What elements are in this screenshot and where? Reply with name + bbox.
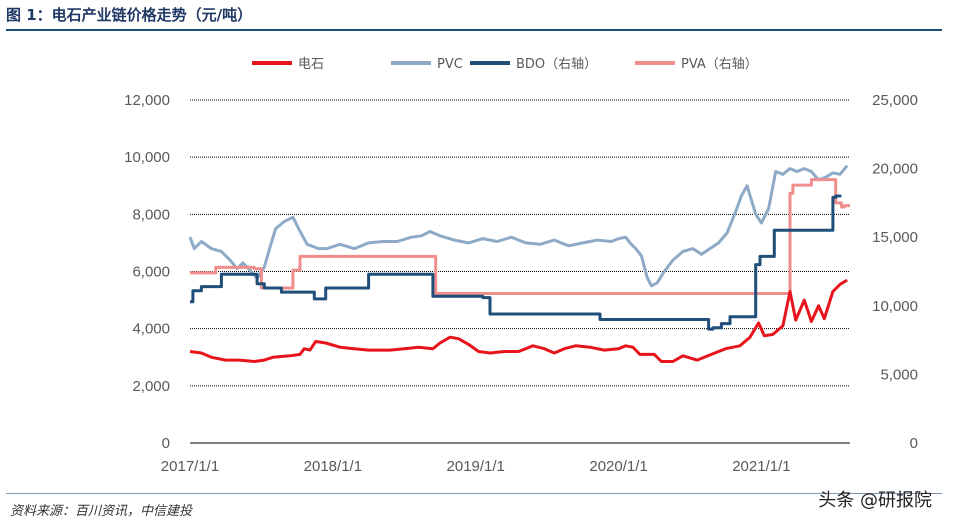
left-tick-label: 10,000 <box>124 149 170 166</box>
right-tick-label: 5,000 <box>880 366 918 383</box>
right-tick-label: 20,000 <box>872 161 918 178</box>
x-tick-label: 2020/1/1 <box>589 458 647 475</box>
series-line-1 <box>188 164 849 288</box>
right-tick-label: 0 <box>910 435 918 452</box>
grid-lines <box>190 99 850 444</box>
left-tick-label: 12,000 <box>124 92 170 109</box>
legend-label: PVC <box>437 57 463 72</box>
series-line-2 <box>190 194 842 331</box>
x-tick-label: 2021/1/1 <box>732 458 790 475</box>
legend-label: 电石 <box>298 57 324 72</box>
title-divider <box>6 29 942 31</box>
series-layer <box>188 164 850 363</box>
left-axis-ticks: 0 2,000 4,000 6,000 8,000 10,000 12,000 <box>124 92 170 452</box>
chart-canvas: 0 2,000 4,000 6,000 8,000 10,000 12,000 0 5,000… <box>124 57 918 475</box>
series-line-3 <box>190 178 850 295</box>
left-tick-label: 6,000 <box>132 264 170 281</box>
legend-label: BDO（右轴） <box>516 57 597 72</box>
source-divider <box>6 493 942 494</box>
series-line-0 <box>189 278 848 363</box>
x-axis-ticks: 2017/1/1 2018/1/1 2019/1/1 2020/1/1 2021/1/1 <box>161 458 791 475</box>
right-tick-label: 25,000 <box>872 92 918 109</box>
legend: 电石 PVC BDO（右轴） PVA（右轴） <box>252 57 758 72</box>
chart-title: 图 1：电石产业链价格走势（元/吨） <box>6 6 253 24</box>
right-tick-label: 15,000 <box>872 229 918 246</box>
x-tick-label: 2019/1/1 <box>447 458 505 475</box>
left-tick-label: 2,000 <box>132 378 170 395</box>
left-tick-label: 4,000 <box>132 321 170 338</box>
left-tick-label: 8,000 <box>132 206 170 223</box>
x-tick-label: 2017/1/1 <box>161 458 219 475</box>
left-tick-label: 0 <box>162 435 170 452</box>
source-note: 资料来源：百川资讯，中信建投 <box>10 504 193 519</box>
right-tick-label: 10,000 <box>872 298 918 315</box>
watermark: 头条 @研报院 <box>818 490 932 511</box>
x-tick-label: 2018/1/1 <box>304 458 362 475</box>
legend-label: PVA（右轴） <box>681 57 758 72</box>
right-axis-ticks: 0 5,000 10,000 15,000 20,000 25,000 <box>872 92 918 452</box>
